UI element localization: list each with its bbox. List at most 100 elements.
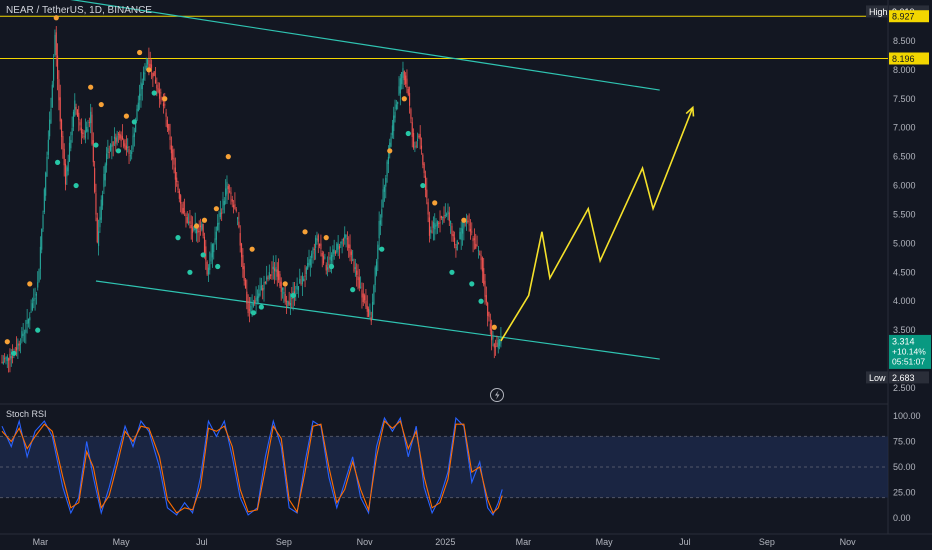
candle-body — [345, 234, 347, 238]
candle-body — [337, 243, 339, 250]
candle-body — [107, 148, 109, 153]
candle-body — [226, 181, 228, 194]
candle-body — [128, 149, 130, 155]
candle-body — [16, 347, 18, 351]
candle-body — [158, 89, 161, 99]
candle-body — [57, 55, 59, 79]
candle-body — [124, 143, 126, 150]
candle-body — [25, 329, 27, 333]
candle-body — [262, 288, 264, 291]
signal-dot-orange — [53, 15, 59, 21]
signal-dot-orange — [162, 96, 168, 102]
candle-body — [116, 135, 118, 142]
signal-dot-orange — [98, 101, 104, 108]
candle-body — [66, 167, 68, 177]
candle-body — [164, 104, 166, 106]
rsi-tick-label: 25.00 — [893, 488, 916, 498]
candle-body — [129, 155, 131, 157]
price-tick-label: 7.000 — [893, 123, 916, 133]
current-price-value: 3.314 — [892, 336, 915, 346]
candle-body — [305, 267, 307, 275]
stoch-rsi-d-line — [1, 420, 503, 514]
candle-body — [251, 303, 253, 306]
candle-body — [313, 248, 315, 251]
badge-label: High — [869, 7, 888, 17]
candle-body — [300, 283, 302, 285]
candle-body — [366, 306, 368, 312]
time-tick-label: Nov — [357, 537, 374, 547]
candle-body — [493, 343, 495, 348]
price-tick-label: 4.500 — [893, 267, 916, 277]
price-tick-label: 5.500 — [893, 209, 916, 219]
channel-upper-line — [70, 0, 660, 91]
projection-arrowhead — [685, 105, 695, 117]
candle-body — [435, 224, 437, 227]
candle-body — [418, 135, 420, 138]
signal-dot-teal — [93, 142, 99, 148]
candle-body — [96, 217, 98, 243]
candle-body — [215, 231, 217, 240]
candle-body — [354, 267, 356, 269]
candle-body — [246, 291, 248, 304]
candle-body — [111, 144, 113, 147]
candle-body — [105, 153, 108, 166]
candle-body — [143, 71, 145, 81]
candle-body — [315, 237, 317, 248]
candle-body — [94, 168, 96, 192]
signal-dot-orange — [193, 223, 200, 229]
candle-body — [156, 84, 158, 89]
candle-body — [100, 199, 102, 220]
candle-body — [276, 269, 278, 277]
candle-body — [390, 136, 392, 147]
candle-body — [447, 210, 449, 214]
signal-dot-teal — [379, 246, 385, 252]
candle-body — [119, 133, 121, 139]
signal-dot-orange — [225, 154, 231, 160]
candle-body — [218, 222, 220, 225]
candle-body — [361, 290, 363, 298]
signal-dot-orange — [123, 113, 129, 119]
candle-body — [198, 231, 200, 232]
candle-body — [409, 93, 411, 106]
candle-body — [152, 72, 154, 78]
candle-body — [364, 295, 366, 301]
candle-body — [153, 71, 155, 76]
candle-body — [473, 238, 475, 240]
candle-body — [132, 135, 134, 150]
candle-body — [54, 34, 56, 56]
candle-body — [206, 261, 208, 275]
candle-body — [459, 231, 461, 239]
time-tick-label: Nov — [840, 537, 857, 547]
candle-body — [225, 188, 227, 196]
candle-body — [104, 164, 106, 181]
candle-body — [38, 269, 40, 282]
rsi-tick-label: 0.00 — [893, 513, 911, 523]
candle-body — [33, 299, 35, 301]
level-price-value: 8.927 — [892, 12, 915, 22]
candle-body — [500, 339, 502, 344]
candle-body — [144, 73, 146, 75]
candle-body — [102, 195, 104, 206]
candle-body — [272, 266, 274, 270]
signal-dot-teal — [73, 182, 79, 189]
candle-body — [172, 149, 174, 160]
signal-dot-teal — [151, 90, 157, 96]
candle-body — [88, 122, 90, 124]
candle-body — [303, 278, 305, 282]
candle-body — [481, 257, 483, 272]
candle-body — [9, 353, 11, 361]
candle-body — [86, 126, 88, 132]
candle-body — [67, 161, 69, 172]
candle-body — [358, 277, 360, 288]
candle-body — [169, 136, 171, 140]
candle-body — [55, 32, 57, 56]
candle-body — [43, 189, 45, 213]
candle-body — [284, 294, 286, 302]
candle-body — [332, 249, 334, 257]
candle-body — [255, 297, 257, 302]
candle-body — [271, 271, 273, 273]
signal-dot-orange — [249, 246, 255, 252]
candle-body — [460, 227, 462, 240]
candle-body — [99, 217, 101, 228]
